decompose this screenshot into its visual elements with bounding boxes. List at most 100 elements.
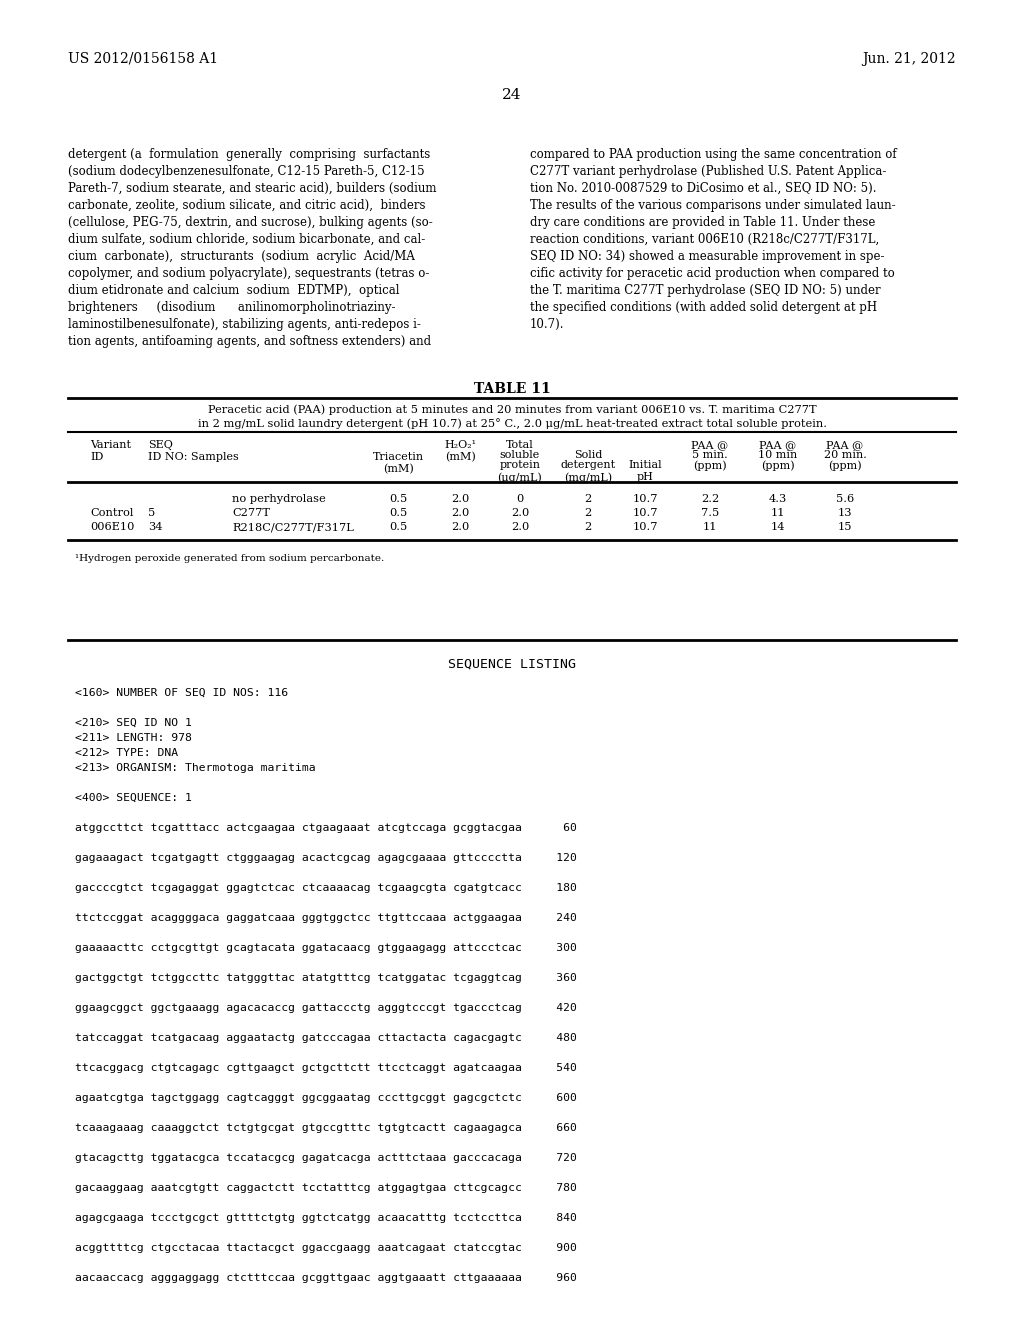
Text: tion No. 2010-0087529 to DiCosimo et al., SEQ ID NO: 5).: tion No. 2010-0087529 to DiCosimo et al.… bbox=[530, 182, 877, 195]
Text: agagcgaaga tccctgcgct gttttctgtg ggtctcatgg acaacatttg tcctccttca     840: agagcgaaga tccctgcgct gttttctgtg ggtctca… bbox=[75, 1213, 577, 1224]
Text: 13: 13 bbox=[838, 508, 852, 517]
Text: 5.6: 5.6 bbox=[836, 494, 854, 504]
Text: gaccccgtct tcgagaggat ggagtctcac ctcaaaacag tcgaagcgta cgatgtcacc     180: gaccccgtct tcgagaggat ggagtctcac ctcaaaa… bbox=[75, 883, 577, 894]
Text: 0: 0 bbox=[516, 494, 523, 504]
Text: 2.0: 2.0 bbox=[451, 521, 469, 532]
Text: Control: Control bbox=[90, 508, 133, 517]
Text: 15: 15 bbox=[838, 521, 852, 532]
Text: Jun. 21, 2012: Jun. 21, 2012 bbox=[862, 51, 956, 66]
Text: ggaagcggct ggctgaaagg agacacaccg gattaccctg agggtcccgt tgaccctcag     420: ggaagcggct ggctgaaagg agacacaccg gattacc… bbox=[75, 1003, 577, 1012]
Text: 2.0: 2.0 bbox=[451, 494, 469, 504]
Text: 2: 2 bbox=[585, 508, 592, 517]
Text: gactggctgt tctggccttc tatgggttac atatgtttcg tcatggatac tcgaggtcag     360: gactggctgt tctggccttc tatgggttac atatgtt… bbox=[75, 973, 577, 983]
Text: <160> NUMBER OF SEQ ID NOS: 116: <160> NUMBER OF SEQ ID NOS: 116 bbox=[75, 688, 288, 698]
Text: ID NO: Samples: ID NO: Samples bbox=[148, 451, 239, 462]
Text: 20 min.: 20 min. bbox=[823, 450, 866, 459]
Text: <213> ORGANISM: Thermotoga maritima: <213> ORGANISM: Thermotoga maritima bbox=[75, 763, 315, 774]
Text: soluble: soluble bbox=[500, 450, 540, 459]
Text: atggccttct tcgatttacc actcgaagaa ctgaagaaat atcgtccaga gcggtacgaa      60: atggccttct tcgatttacc actcgaagaa ctgaaga… bbox=[75, 822, 577, 833]
Text: 10 min: 10 min bbox=[759, 450, 798, 459]
Text: Initial: Initial bbox=[628, 459, 662, 470]
Text: (cellulose, PEG-75, dextrin, and sucrose), bulking agents (so-: (cellulose, PEG-75, dextrin, and sucrose… bbox=[68, 216, 433, 228]
Text: 0.5: 0.5 bbox=[389, 494, 408, 504]
Text: R218C/C277T/F317L: R218C/C277T/F317L bbox=[232, 521, 353, 532]
Text: (μg/mL): (μg/mL) bbox=[498, 473, 543, 483]
Text: C277T: C277T bbox=[232, 508, 270, 517]
Text: ttcacggacg ctgtcagagc cgttgaagct gctgcttctt ttcctcaggt agatcaagaa     540: ttcacggacg ctgtcagagc cgttgaagct gctgctt… bbox=[75, 1063, 577, 1073]
Text: 10.7: 10.7 bbox=[632, 508, 657, 517]
Text: (ppm): (ppm) bbox=[828, 459, 862, 470]
Text: the T. maritima C277T perhydrolase (SEQ ID NO: 5) under: the T. maritima C277T perhydrolase (SEQ … bbox=[530, 284, 881, 297]
Text: gacaaggaag aaatcgtgtt caggactctt tcctatttcg atggagtgaa cttcgcagcc     780: gacaaggaag aaatcgtgtt caggactctt tcctatt… bbox=[75, 1183, 577, 1193]
Text: gtacagcttg tggatacgca tccatacgcg gagatcacga actttctaaa gacccacaga     720: gtacagcttg tggatacgca tccatacgcg gagatca… bbox=[75, 1152, 577, 1163]
Text: brighteners     (disodium      anilinomorpholinotriaziny-: brighteners (disodium anilinomorpholinot… bbox=[68, 301, 395, 314]
Text: TABLE 11: TABLE 11 bbox=[474, 381, 550, 396]
Text: cific activity for peracetic acid production when compared to: cific activity for peracetic acid produc… bbox=[530, 267, 895, 280]
Text: 0.5: 0.5 bbox=[389, 508, 408, 517]
Text: 10.7).: 10.7). bbox=[530, 318, 564, 331]
Text: SEQ ID NO: 34) showed a measurable improvement in spe-: SEQ ID NO: 34) showed a measurable impro… bbox=[530, 249, 885, 263]
Text: (ppm): (ppm) bbox=[761, 459, 795, 470]
Text: dium sulfate, sodium chloride, sodium bicarbonate, and cal-: dium sulfate, sodium chloride, sodium bi… bbox=[68, 234, 425, 246]
Text: PAA @: PAA @ bbox=[760, 440, 797, 450]
Text: <212> TYPE: DNA: <212> TYPE: DNA bbox=[75, 748, 178, 758]
Text: US 2012/0156158 A1: US 2012/0156158 A1 bbox=[68, 51, 218, 66]
Text: ¹Hydrogen peroxide generated from sodium percarbonate.: ¹Hydrogen peroxide generated from sodium… bbox=[75, 554, 384, 564]
Text: 34: 34 bbox=[148, 521, 163, 532]
Text: protein: protein bbox=[500, 459, 541, 470]
Text: copolymer, and sodium polyacrylate), sequestrants (tetras o-: copolymer, and sodium polyacrylate), seq… bbox=[68, 267, 429, 280]
Text: agaatcgtga tagctggagg cagtcagggt ggcggaatag cccttgcggt gagcgctctc     600: agaatcgtga tagctggagg cagtcagggt ggcggaa… bbox=[75, 1093, 577, 1104]
Text: PAA @: PAA @ bbox=[826, 440, 863, 450]
Text: 24: 24 bbox=[502, 88, 522, 102]
Text: 11: 11 bbox=[771, 508, 785, 517]
Text: 11: 11 bbox=[702, 521, 717, 532]
Text: 10.7: 10.7 bbox=[632, 494, 657, 504]
Text: 0.5: 0.5 bbox=[389, 521, 408, 532]
Text: laminostilbenesulfonate), stabilizing agents, anti-redepos i-: laminostilbenesulfonate), stabilizing ag… bbox=[68, 318, 421, 331]
Text: tatccaggat tcatgacaag aggaatactg gatcccagaa cttactacta cagacgagtc     480: tatccaggat tcatgacaag aggaatactg gatccca… bbox=[75, 1034, 577, 1043]
Text: 5 min.: 5 min. bbox=[692, 450, 728, 459]
Text: 7.5: 7.5 bbox=[700, 508, 719, 517]
Text: tion agents, antifoaming agents, and softness extenders) and: tion agents, antifoaming agents, and sof… bbox=[68, 335, 431, 348]
Text: detergent (a  formulation  generally  comprising  surfactants: detergent (a formulation generally compr… bbox=[68, 148, 430, 161]
Text: Peracetic acid (PAA) production at 5 minutes and 20 minutes from variant 006E10 : Peracetic acid (PAA) production at 5 min… bbox=[208, 404, 816, 414]
Text: no perhydrolase: no perhydrolase bbox=[232, 494, 326, 504]
Text: (sodium dodecylbenzenesulfonate, C12-15 Pareth-5, C12-15: (sodium dodecylbenzenesulfonate, C12-15 … bbox=[68, 165, 425, 178]
Text: The results of the various comparisons under simulated laun-: The results of the various comparisons u… bbox=[530, 199, 896, 213]
Text: cium  carbonate),  structurants  (sodium  acrylic  Acid/MA: cium carbonate), structurants (sodium ac… bbox=[68, 249, 415, 263]
Text: <210> SEQ ID NO 1: <210> SEQ ID NO 1 bbox=[75, 718, 191, 729]
Text: Solid: Solid bbox=[573, 450, 602, 459]
Text: ttctccggat acaggggaca gaggatcaaa gggtggctcc ttgttccaaa actggaagaa     240: ttctccggat acaggggaca gaggatcaaa gggtggc… bbox=[75, 913, 577, 923]
Text: 2.0: 2.0 bbox=[451, 508, 469, 517]
Text: (mM): (mM) bbox=[383, 465, 414, 474]
Text: H₂O₂¹: H₂O₂¹ bbox=[444, 440, 476, 450]
Text: 2: 2 bbox=[585, 494, 592, 504]
Text: (mg/mL): (mg/mL) bbox=[564, 473, 612, 483]
Text: C277T variant perhydrolase (Published U.S. Patent Applica-: C277T variant perhydrolase (Published U.… bbox=[530, 165, 887, 178]
Text: dry care conditions are provided in Table 11. Under these: dry care conditions are provided in Tabl… bbox=[530, 216, 876, 228]
Text: 10.7: 10.7 bbox=[632, 521, 657, 532]
Text: 5: 5 bbox=[148, 508, 156, 517]
Text: Triacetin: Triacetin bbox=[373, 451, 424, 462]
Text: 14: 14 bbox=[771, 521, 785, 532]
Text: tcaaagaaag caaaggctct tctgtgcgat gtgccgtttc tgtgtcactt cagaagagca     660: tcaaagaaag caaaggctct tctgtgcgat gtgccgt… bbox=[75, 1123, 577, 1133]
Text: ID: ID bbox=[90, 451, 103, 462]
Text: aacaaccacg agggaggagg ctctttccaa gcggttgaac aggtgaaatt cttgaaaaaa     960: aacaaccacg agggaggagg ctctttccaa gcggttg… bbox=[75, 1272, 577, 1283]
Text: 4.3: 4.3 bbox=[769, 494, 787, 504]
Text: 2: 2 bbox=[585, 521, 592, 532]
Text: (mM): (mM) bbox=[444, 451, 475, 462]
Text: pH: pH bbox=[637, 473, 653, 482]
Text: Total: Total bbox=[506, 440, 534, 450]
Text: SEQUENCE LISTING: SEQUENCE LISTING bbox=[449, 657, 575, 671]
Text: the specified conditions (with added solid detergent at pH: the specified conditions (with added sol… bbox=[530, 301, 878, 314]
Text: <400> SEQUENCE: 1: <400> SEQUENCE: 1 bbox=[75, 793, 191, 803]
Text: 2.0: 2.0 bbox=[511, 508, 529, 517]
Text: carbonate, zeolite, sodium silicate, and citric acid),  binders: carbonate, zeolite, sodium silicate, and… bbox=[68, 199, 426, 213]
Text: 2.2: 2.2 bbox=[700, 494, 719, 504]
Text: PAA @: PAA @ bbox=[691, 440, 728, 450]
Text: gaaaaacttc cctgcgttgt gcagtacata ggatacaacg gtggaagagg attccctcac     300: gaaaaacttc cctgcgttgt gcagtacata ggataca… bbox=[75, 942, 577, 953]
Text: Variant: Variant bbox=[90, 440, 131, 450]
Text: <211> LENGTH: 978: <211> LENGTH: 978 bbox=[75, 733, 191, 743]
Text: 2.0: 2.0 bbox=[511, 521, 529, 532]
Text: SEQ: SEQ bbox=[148, 440, 173, 450]
